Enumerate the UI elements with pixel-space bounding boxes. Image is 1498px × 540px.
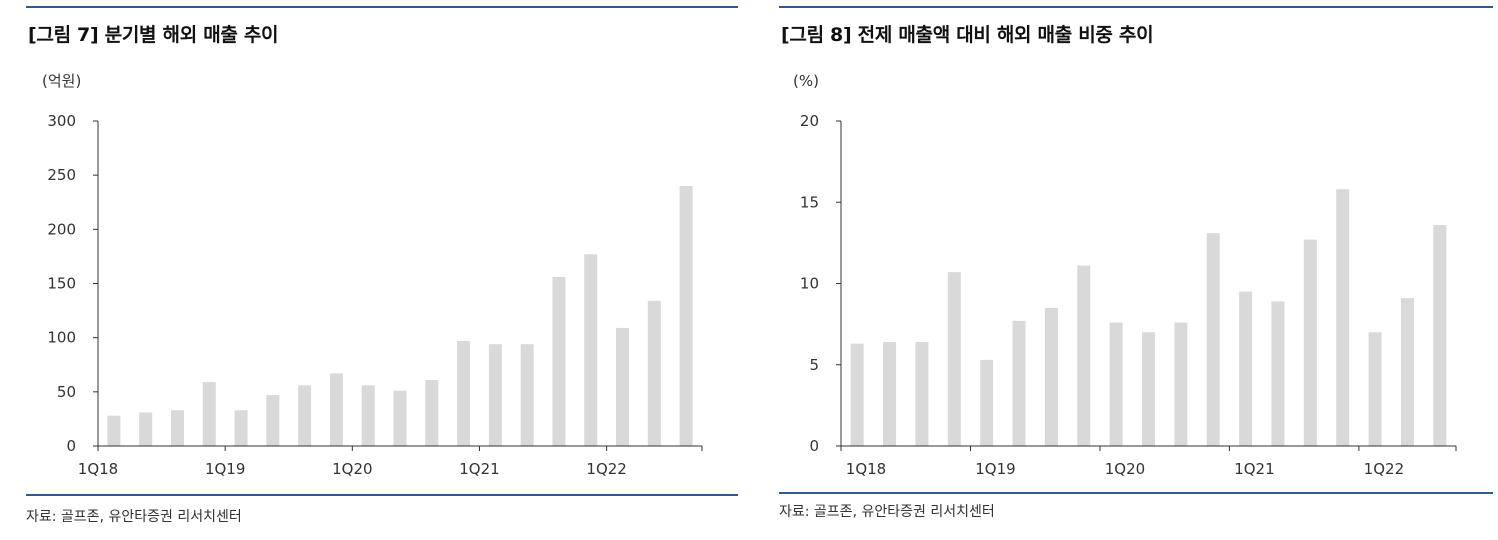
y-tick-label: 250	[47, 166, 76, 184]
bar-4Q20	[1206, 233, 1220, 447]
bar-1Q22	[1368, 332, 1382, 446]
y-unit-label: (억원)	[42, 72, 81, 90]
bar-4Q19	[329, 373, 343, 446]
bar-2Q21	[520, 344, 534, 446]
y-tick-label: 5	[809, 356, 819, 374]
top-rule	[26, 6, 738, 8]
y-tick-label: 150	[47, 275, 76, 293]
y-unit-label: (%)	[793, 72, 819, 90]
bar-1Q19	[234, 410, 248, 446]
chart-panel-left: [그림 7] 분기별 해외 매출 추이 (억원) 0 50 100 150 200 250 3…	[26, 0, 738, 540]
bar-3Q19	[298, 385, 312, 446]
bar-chart: (억원) 0 50 100 150 200 250 300 1Q18 1Q19 1Q20 1Q21 1Q…	[42, 72, 703, 478]
x-tick-label: 1Q18	[78, 460, 118, 478]
bar-3Q18	[915, 342, 929, 446]
chart-panel-right: [그림 8] 전제 매출액 대비 해외 매출 비중 추이 (%) 0 5 10 15 20…	[779, 0, 1493, 540]
y-tick-label: 300	[47, 112, 76, 130]
y-tick-label: 10	[800, 275, 819, 293]
bar-4Q20	[457, 340, 471, 446]
bar-2Q19	[1012, 320, 1026, 447]
y-tick-label: 50	[57, 383, 76, 401]
bar-2Q22	[647, 300, 661, 446]
chart-title: [그림 8] 전제 매출액 대비 해외 매출 비중 추이	[781, 24, 1154, 46]
bar-2Q21	[1271, 301, 1285, 447]
bar-1Q21	[1239, 291, 1253, 447]
bar-3Q22	[679, 186, 693, 446]
bar-1Q22	[616, 327, 630, 446]
source-note: 자료: 골프존, 유안타증권 리서치센터	[26, 509, 242, 525]
bar-1Q20	[361, 385, 375, 446]
bar-3Q18	[170, 410, 184, 446]
y-tick-label: 100	[47, 329, 76, 347]
bar-4Q21	[1336, 189, 1350, 446]
bar-1Q20	[1109, 322, 1123, 446]
bar-2Q18	[883, 342, 897, 446]
x-tick-label: 1Q19	[205, 460, 245, 478]
bottom-rule	[779, 492, 1493, 494]
x-tick-label: 1Q19	[975, 460, 1015, 478]
x-tick-label: 1Q21	[1234, 460, 1274, 478]
x-tick-label: 1Q20	[332, 460, 372, 478]
bar-2Q20	[393, 390, 407, 446]
bar-1Q18	[850, 343, 864, 447]
y-tick-label: 20	[800, 112, 819, 130]
source-note: 자료: 골프존, 유안타증권 리서치센터	[779, 504, 995, 520]
y-tick-label: 0	[66, 437, 76, 455]
bar-1Q18	[107, 415, 121, 446]
bar-1Q19	[980, 359, 994, 447]
x-tick-label: 1Q18	[846, 460, 886, 478]
y-tick-label: 200	[47, 220, 76, 238]
x-tick-label: 1Q20	[1105, 460, 1145, 478]
bar-4Q19	[1077, 265, 1091, 447]
bar-1Q21	[488, 344, 502, 446]
bar-3Q20	[1174, 322, 1188, 446]
bar-2Q20	[1142, 332, 1155, 446]
bar-2Q22	[1400, 298, 1414, 447]
y-tick-label: 0	[809, 437, 819, 455]
x-tick-label: 1Q21	[459, 460, 499, 478]
bar-3Q21	[552, 277, 566, 446]
bar-4Q21	[584, 254, 598, 446]
bar-chart: (%) 0 5 10 15 20 1Q18 1Q19 1Q20 1Q21 1Q22	[793, 72, 1457, 478]
bar-4Q18	[202, 382, 216, 446]
bar-2Q18	[139, 412, 153, 446]
bar-4Q18	[947, 272, 961, 447]
bar-3Q22	[1433, 225, 1447, 446]
bar-3Q20	[425, 379, 439, 446]
x-tick-label: 1Q22	[586, 460, 626, 478]
y-tick-label: 15	[800, 193, 819, 211]
x-tick-label: 1Q22	[1364, 460, 1404, 478]
chart-title: [그림 7] 분기별 해외 매출 추이	[28, 24, 279, 46]
bottom-rule	[26, 494, 738, 496]
bar-2Q19	[266, 395, 280, 446]
top-rule	[779, 6, 1493, 8]
bar-3Q21	[1303, 239, 1317, 447]
bar-3Q19	[1044, 307, 1058, 447]
